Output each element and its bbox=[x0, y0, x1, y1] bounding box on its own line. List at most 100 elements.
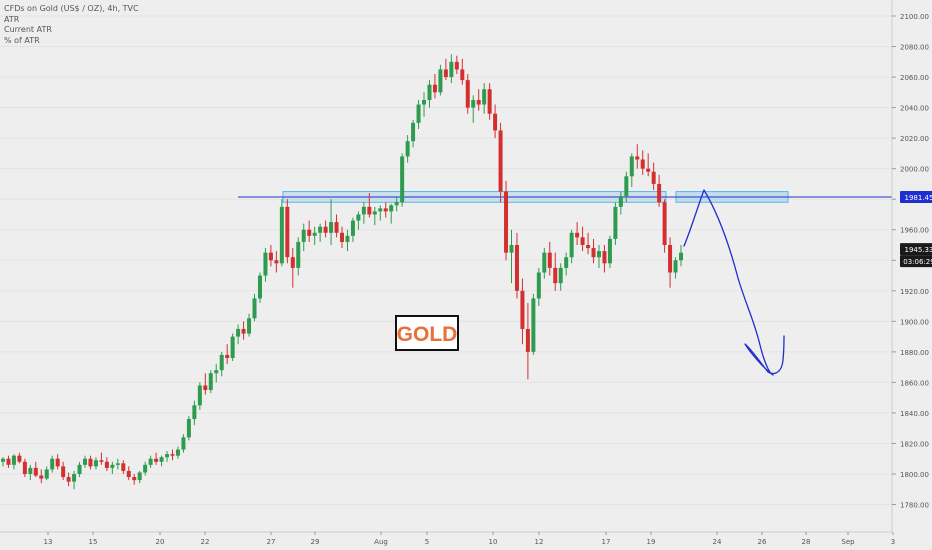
y-tick-label: 1900.00 bbox=[900, 318, 929, 326]
candle bbox=[115, 458, 120, 470]
candle bbox=[668, 237, 673, 288]
candle bbox=[673, 257, 678, 279]
candle bbox=[257, 272, 262, 304]
x-tick-label: 20 bbox=[156, 538, 165, 546]
candle bbox=[613, 202, 618, 245]
x-tick-label: 3 bbox=[891, 538, 895, 546]
candle bbox=[214, 364, 219, 383]
y-tick-label: 2040.00 bbox=[900, 105, 929, 113]
price-axis[interactable]: 1780.00 1800.00 1820.00 1840.00 1860.00 1880.… bbox=[891, 0, 932, 532]
candle bbox=[547, 241, 552, 276]
candle bbox=[312, 226, 317, 245]
x-tick-label: 10 bbox=[489, 538, 498, 546]
candle bbox=[323, 220, 328, 238]
y-tick-label: 2000.00 bbox=[900, 166, 929, 174]
candle bbox=[454, 55, 459, 75]
x-tick-label: 28 bbox=[802, 538, 811, 546]
candle bbox=[624, 171, 629, 203]
x-tick-label: 13 bbox=[44, 538, 53, 546]
gold-annotation-box bbox=[395, 315, 459, 351]
candle bbox=[175, 446, 180, 459]
candle bbox=[504, 180, 509, 261]
candle bbox=[586, 232, 591, 255]
candle bbox=[449, 54, 454, 84]
y-tick-label: 1880.00 bbox=[900, 349, 929, 357]
x-tick-label: 22 bbox=[201, 538, 210, 546]
candle bbox=[208, 370, 213, 394]
x-tick-label: 12 bbox=[535, 538, 544, 546]
x-tick-label: 15 bbox=[89, 538, 98, 546]
candle bbox=[536, 267, 541, 307]
candle bbox=[77, 461, 82, 478]
candle bbox=[607, 235, 612, 268]
candle bbox=[591, 238, 596, 264]
candle bbox=[252, 293, 257, 322]
gold-annotation-text: GOLD bbox=[397, 323, 458, 346]
candle bbox=[28, 464, 33, 481]
x-tick-label: 5 bbox=[425, 538, 429, 546]
candle bbox=[154, 452, 159, 465]
x-tick-label: Aug bbox=[374, 538, 388, 546]
x-tick-label: 19 bbox=[647, 538, 656, 546]
candle bbox=[509, 229, 514, 284]
candle bbox=[646, 153, 651, 177]
y-tick-label: 1800.00 bbox=[900, 471, 929, 479]
candle bbox=[318, 223, 323, 242]
candle bbox=[525, 303, 530, 380]
candle bbox=[72, 470, 77, 490]
svg-text:03:06:29: 03:06:29 bbox=[903, 258, 932, 266]
candle bbox=[635, 144, 640, 169]
candle bbox=[482, 83, 487, 114]
candle bbox=[181, 434, 186, 453]
candle bbox=[301, 223, 306, 252]
candle bbox=[230, 333, 235, 362]
candle bbox=[416, 99, 421, 129]
candle bbox=[225, 344, 230, 365]
candle bbox=[575, 222, 580, 245]
candle bbox=[640, 150, 645, 175]
y-tick-label: 2100.00 bbox=[900, 13, 929, 21]
time-axis[interactable]: 13 15 20 22 27 29 Aug 5 10 12 17 19 24 26 28 Sep 3 bbox=[0, 531, 895, 546]
candle bbox=[438, 64, 443, 96]
zone-layer bbox=[238, 191, 892, 203]
candle bbox=[498, 122, 503, 203]
candle bbox=[596, 245, 601, 268]
candle bbox=[394, 196, 399, 212]
candle bbox=[99, 452, 104, 465]
candle bbox=[471, 95, 476, 123]
gold-annotation: GOLD bbox=[395, 315, 459, 351]
x-tick-label: 24 bbox=[713, 538, 722, 546]
candle bbox=[476, 89, 481, 111]
candle bbox=[350, 217, 355, 242]
candle bbox=[137, 470, 142, 484]
candle bbox=[334, 214, 339, 238]
candle bbox=[329, 199, 334, 245]
candle bbox=[148, 455, 153, 468]
candle bbox=[400, 153, 405, 207]
candle bbox=[422, 92, 427, 117]
legend-current-atr: Current ATR bbox=[4, 25, 52, 34]
candle bbox=[411, 119, 416, 148]
candle bbox=[493, 104, 498, 139]
projection-path bbox=[683, 189, 785, 376]
candle bbox=[383, 202, 388, 218]
candle bbox=[372, 206, 377, 226]
candle bbox=[186, 415, 191, 441]
chart-legend: CFDs on Gold (US$ / OZ), 4h, TVC ATR Cur… bbox=[4, 4, 139, 46]
y-tick-label: 2060.00 bbox=[900, 74, 929, 82]
y-tick-label: 1840.00 bbox=[900, 410, 929, 418]
candle bbox=[132, 474, 137, 485]
candle bbox=[290, 248, 295, 288]
candle bbox=[378, 205, 383, 221]
candle bbox=[263, 248, 268, 282]
x-tick-label: 17 bbox=[602, 538, 611, 546]
candle bbox=[93, 457, 98, 470]
candle bbox=[602, 245, 607, 273]
candle bbox=[55, 454, 60, 470]
candle bbox=[443, 58, 448, 81]
candle bbox=[247, 313, 252, 337]
candle bbox=[165, 451, 170, 462]
candle bbox=[432, 74, 437, 99]
legend-pct-atr: % of ATR bbox=[4, 35, 40, 45]
